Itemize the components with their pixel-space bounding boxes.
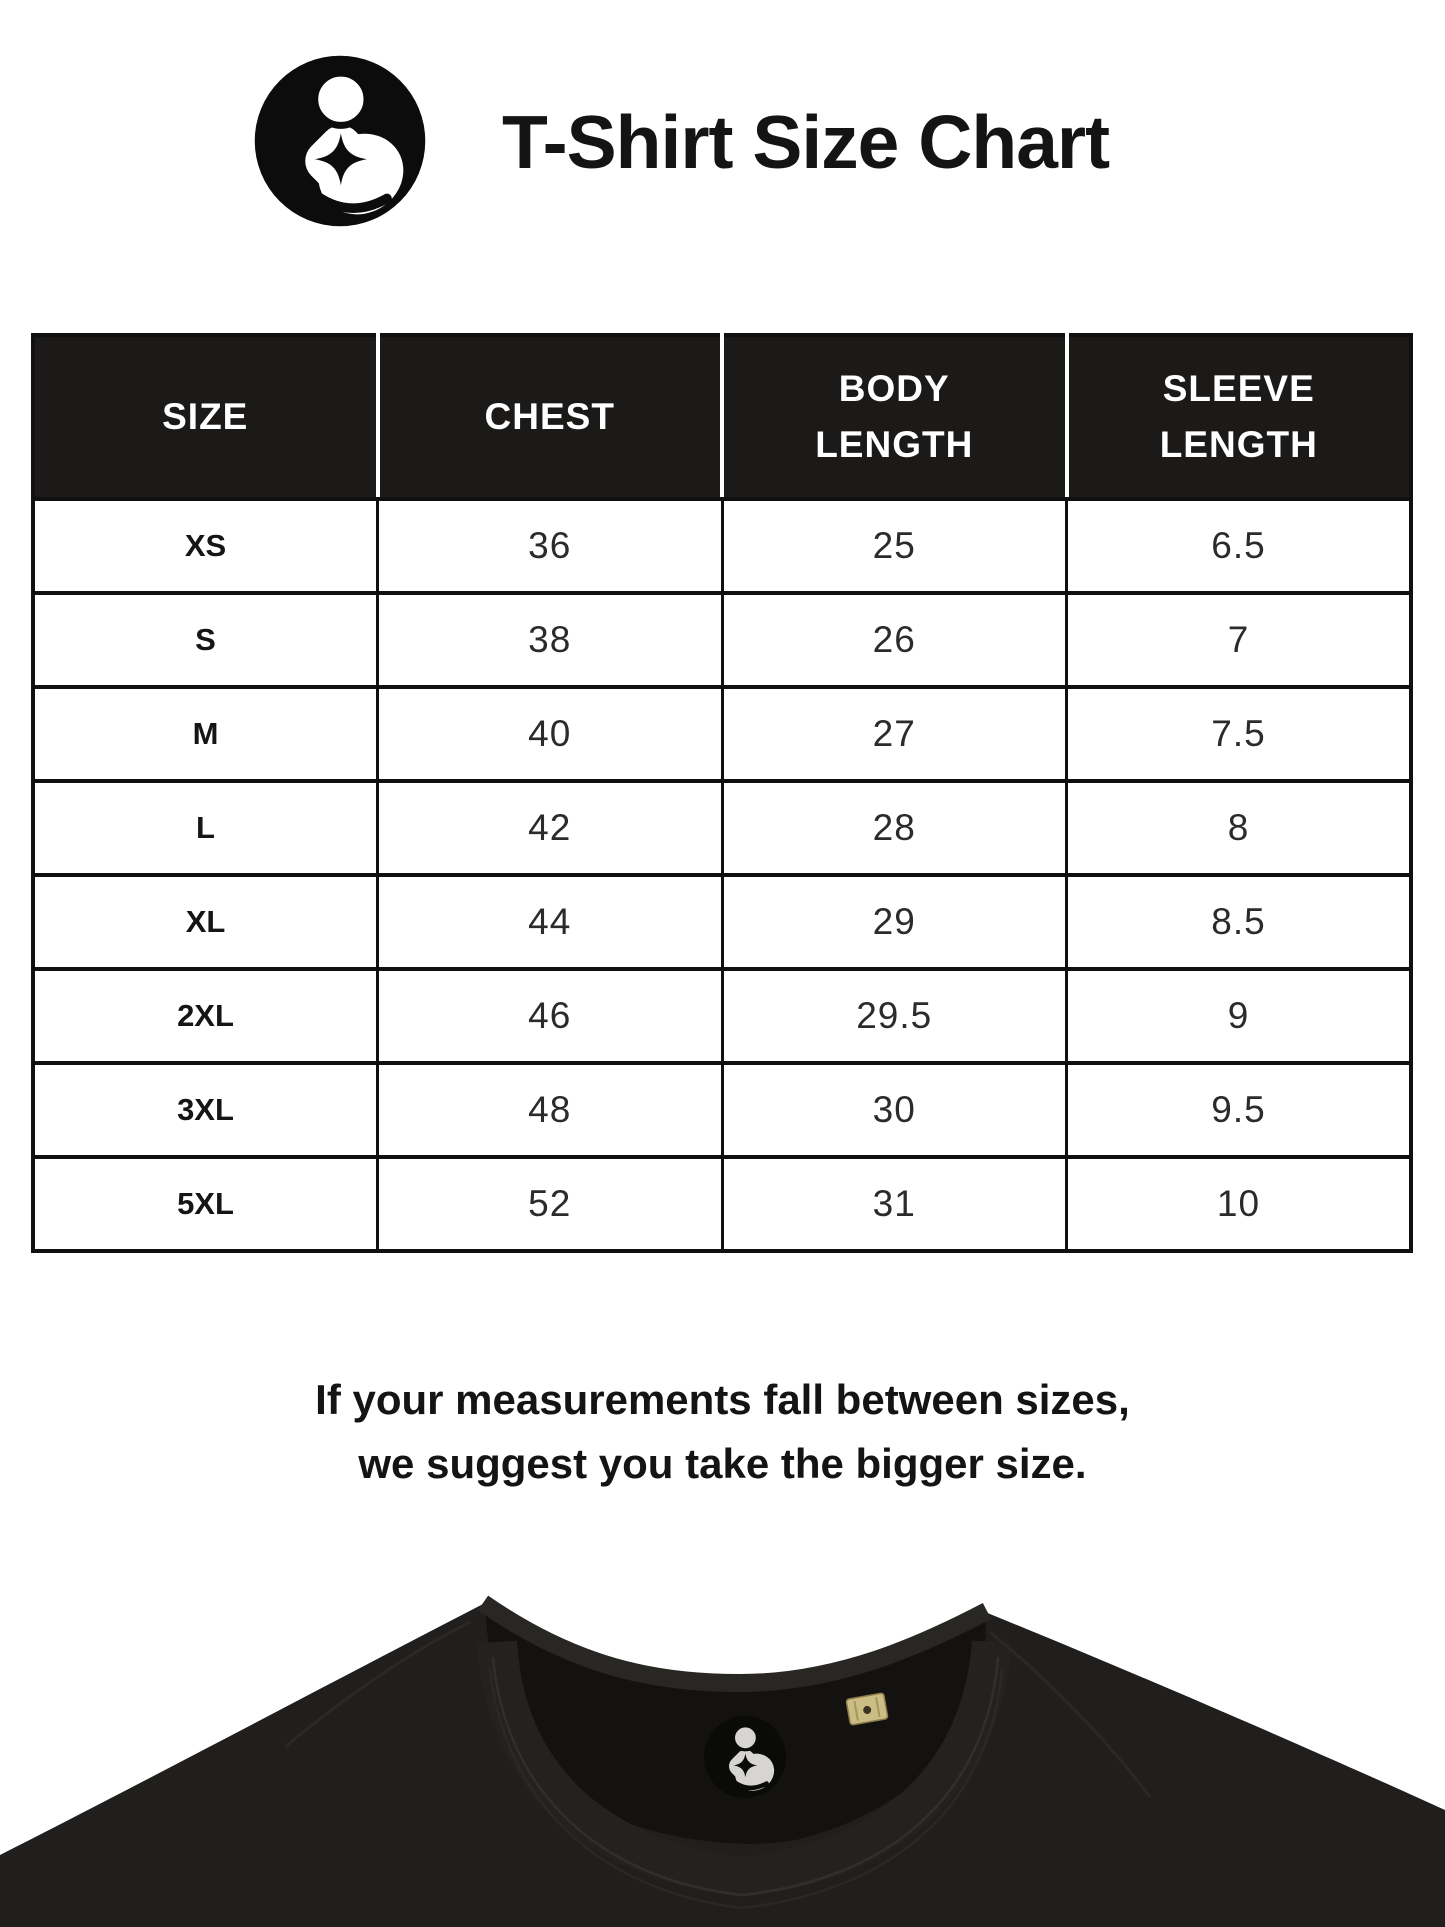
sleeve-length-value: 9 <box>1065 967 1413 1065</box>
column-header-size: SIZE <box>33 335 378 501</box>
size-value: 2XL <box>31 967 379 1065</box>
body-length-value: 27 <box>720 685 1068 783</box>
page-title: T-Shirt Size Chart <box>502 100 1110 184</box>
chest-value: 48 <box>376 1061 724 1159</box>
column-header-sleeve-length: SLEEVE LENGTH <box>1064 335 1411 501</box>
table-row: S 38 26 7 <box>31 591 1413 689</box>
brand-logo-icon <box>253 54 427 228</box>
tshirt-illustration <box>0 1595 1445 1927</box>
table-row: M 40 27 7.5 <box>31 685 1413 783</box>
body-length-value: 28 <box>720 779 1068 877</box>
sizing-note: If your measurements fall between sizes,… <box>0 1368 1445 1496</box>
table-row: XS 36 25 6.5 <box>31 497 1413 595</box>
right-shoulder-seam <box>989 1630 1152 1798</box>
body-length-value: 29 <box>720 873 1068 971</box>
header-row: SIZE CHEST BODY LENGTH SLEEVE LENGTH <box>33 335 1411 501</box>
collar-brand-tag <box>704 1716 786 1798</box>
column-header-chest-label: CHEST <box>484 396 615 437</box>
tshirt-photo <box>0 1587 1445 1927</box>
chest-value: 44 <box>376 873 724 971</box>
size-value: M <box>31 685 379 783</box>
sleeve-length-value: 9.5 <box>1065 1061 1413 1159</box>
column-header-sleeve-length-label: SLEEVE LENGTH <box>1159 368 1318 465</box>
sizing-note-line2: we suggest you take the bigger size. <box>358 1440 1087 1487</box>
chest-value: 46 <box>376 967 724 1065</box>
size-value: XL <box>31 873 379 971</box>
sleeve-length-value: 10 <box>1065 1155 1413 1253</box>
sleeve-length-value: 6.5 <box>1065 497 1413 595</box>
collar-hem-line <box>488 1668 1004 1910</box>
sleeve-length-value: 7.5 <box>1065 685 1413 783</box>
collar-seam-line <box>491 1656 1000 1897</box>
chest-value: 42 <box>376 779 724 877</box>
body-length-value: 31 <box>720 1155 1068 1253</box>
back-collar-band <box>477 1595 992 1693</box>
chest-value: 40 <box>376 685 724 783</box>
body-length-value: 25 <box>720 497 1068 595</box>
column-header-body-length-label: BODY LENGTH <box>815 368 974 465</box>
column-header-size-label: SIZE <box>162 396 249 437</box>
brand-header: T-Shirt Size Chart <box>0 0 1445 260</box>
sizing-note-line1: If your measurements fall between sizes, <box>315 1376 1130 1423</box>
front-collar-band <box>477 1640 1012 1898</box>
size-value: XS <box>31 497 379 595</box>
sleeve-length-value: 7 <box>1065 591 1413 689</box>
table-header: SIZE CHEST BODY LENGTH SLEEVE LENGTH <box>33 335 1411 501</box>
table-body: XS 36 25 6.5 S 38 26 7 M 40 27 7.5 L 42 … <box>31 497 1413 1253</box>
table-row: 2XL 46 29.5 9 <box>31 967 1413 1065</box>
gold-tag-icon <box>845 1692 889 1726</box>
body-length-value: 30 <box>720 1061 1068 1159</box>
size-value: 5XL <box>31 1155 379 1253</box>
left-shoulder-seam <box>284 1620 471 1749</box>
size-value: 3XL <box>31 1061 379 1159</box>
body-length-value: 26 <box>720 591 1068 689</box>
chest-value: 52 <box>376 1155 724 1253</box>
sleeve-length-value: 8.5 <box>1065 873 1413 971</box>
size-chart-table: SIZE CHEST BODY LENGTH SLEEVE LENGTH XS … <box>31 333 1413 1253</box>
chest-value: 36 <box>376 497 724 595</box>
column-header-chest: CHEST <box>375 335 722 501</box>
table-row: XL 44 29 8.5 <box>31 873 1413 971</box>
sleeve-length-value: 8 <box>1065 779 1413 877</box>
column-header-body-length: BODY LENGTH <box>720 335 1067 501</box>
size-value: S <box>31 591 379 689</box>
table-row: 3XL 48 30 9.5 <box>31 1061 1413 1159</box>
size-value: L <box>31 779 379 877</box>
chest-value: 38 <box>376 591 724 689</box>
table-row: 5XL 52 31 10 <box>31 1155 1413 1253</box>
body-length-value: 29.5 <box>720 967 1068 1065</box>
table-row: L 42 28 8 <box>31 779 1413 877</box>
